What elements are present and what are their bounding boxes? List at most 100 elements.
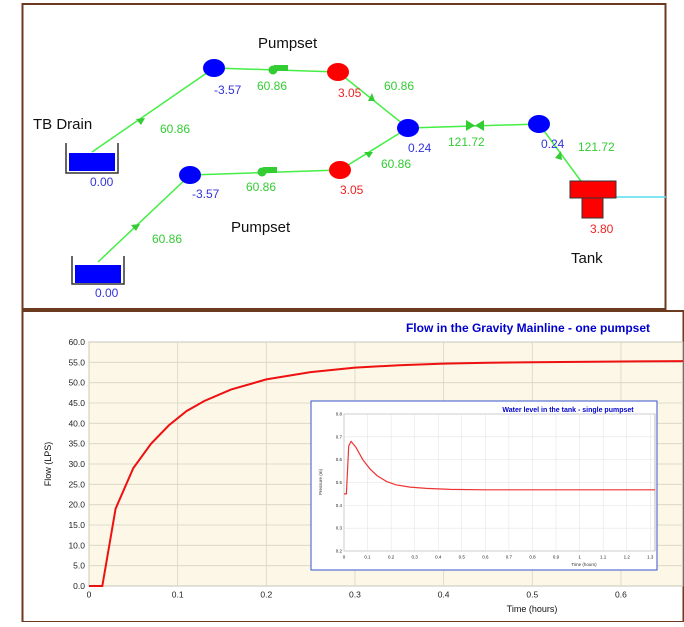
- reservoir-bottom-value: 0.00: [95, 286, 119, 300]
- x-tick-label: 0.3: [349, 590, 361, 600]
- y-tick-label: 40.0: [68, 418, 85, 428]
- node-bottom-red-value: 3.05: [340, 183, 364, 197]
- y-tick-label: 0.7: [336, 434, 343, 439]
- flow-top-pipe-out: 60.86: [384, 79, 414, 93]
- tb-drain-label: TB Drain: [33, 116, 92, 133]
- pumpset-label-bottom: Pumpset: [231, 219, 291, 236]
- arrow-tank-in-icon: [555, 151, 562, 160]
- main-chart-y-ticks: 0.0 5.0 10.0 15.0 20.0 25.0 30.0 35.0 40.0 45.0 50…: [68, 337, 85, 591]
- node-bottom-red[interactable]: [329, 161, 351, 179]
- x-tick-label: 0.2: [260, 590, 272, 600]
- flow-top-pump: 60.86: [257, 79, 287, 93]
- inset-chart-title: Water level in the tank - single pumpset: [502, 407, 634, 414]
- pump-bottom-icon[interactable]: [257, 167, 278, 177]
- node-bottom-left-value: -3.57: [192, 187, 220, 201]
- x-tick-label: 1: [578, 555, 581, 560]
- y-tick-label: 0.5: [336, 480, 343, 485]
- tank-label: Tank: [571, 250, 603, 267]
- x-tick-label: 0.2: [388, 555, 395, 560]
- inset-chart-grid: [343, 413, 655, 552]
- reservoir-bottom[interactable]: [71, 256, 125, 285]
- x-tick-label: 0.6: [482, 555, 489, 560]
- main-chart-title: Flow in the Gravity Mainline - one pumps…: [406, 321, 650, 335]
- main-chart-flow-series: [89, 360, 684, 587]
- pipe-bottom-out[interactable]: [339, 127, 409, 171]
- y-tick-label: 30.0: [68, 459, 85, 469]
- y-tick-label: 25.0: [68, 479, 85, 489]
- arrow-bottom-out-icon: [364, 152, 373, 158]
- flow-bottom-pump: 60.86: [246, 180, 276, 194]
- node-top-left-value: -3.57: [214, 83, 242, 97]
- x-tick-label: 0.6: [615, 590, 627, 600]
- x-tick-label: 0.7: [506, 555, 513, 560]
- valve-icon[interactable]: [466, 120, 484, 131]
- flow-bottom-pipe-in: 60.86: [152, 232, 182, 246]
- y-tick-label: 20.0: [68, 500, 85, 510]
- x-tick-label: 1.1: [600, 555, 607, 560]
- x-tick-label: 1.3: [647, 555, 654, 560]
- pump-top-icon[interactable]: [268, 65, 289, 75]
- pipe-tank-in[interactable]: [538, 123, 587, 189]
- tank-icon[interactable]: [569, 180, 617, 219]
- y-tick-label: 0.3: [336, 526, 343, 531]
- node-bottom-left[interactable]: [179, 166, 201, 184]
- flow-top-pipe-in: 60.86: [160, 122, 190, 136]
- network-frame: [21, 3, 667, 310]
- inset-chart-y-label: Pressure (m): [318, 469, 323, 496]
- node-right-value: 0.24: [541, 137, 565, 151]
- flow-bottom-pipe-out: 60.86: [381, 157, 411, 171]
- y-tick-label: 35.0: [68, 439, 85, 449]
- x-tick-label: 0.1: [172, 590, 184, 600]
- network-diagram: Pumpset Pumpset TB Drain Tank 0.00 0.00 …: [21, 3, 667, 310]
- node-right[interactable]: [528, 115, 550, 133]
- node-top-red-value: 3.05: [338, 86, 362, 100]
- y-tick-label: 5.0: [73, 561, 85, 571]
- y-tick-label: 15.0: [68, 520, 85, 530]
- y-tick-label: 60.0: [68, 337, 85, 347]
- inset-chart-panel: Water level in the tank - single pumpset…: [310, 400, 658, 571]
- inset-chart-level-series: [344, 440, 655, 495]
- x-tick-label: 0.4: [438, 590, 450, 600]
- x-tick-label: 0: [343, 555, 346, 560]
- x-tick-label: 0.3: [412, 555, 419, 560]
- pumpset-label-top: Pumpset: [258, 35, 318, 52]
- x-tick-label: 0.5: [526, 590, 538, 600]
- inset-chart-x-ticks: 0 0.1 0.2 0.3 0.4 0.5 0.6 0.7 0.8 0.9 1 1.1 1.2 1.3: [343, 555, 654, 560]
- flow-valve: 121.72: [448, 135, 485, 149]
- y-tick-label: 55.0: [68, 357, 85, 367]
- reservoir-top-value: 0.00: [90, 175, 114, 189]
- main-chart-y-label: Flow (LPS): [43, 442, 53, 487]
- y-tick-label: 0.4: [336, 503, 343, 508]
- arrow-bottom-in-icon: [131, 224, 140, 231]
- y-tick-label: 0.8: [336, 412, 343, 417]
- y-tick-label: 0.0: [73, 581, 85, 591]
- x-tick-label: 0: [87, 590, 92, 600]
- y-tick-label: 50.0: [68, 378, 85, 388]
- x-tick-label: 0.4: [435, 555, 442, 560]
- y-tick-label: 10.0: [68, 540, 85, 550]
- node-top-red[interactable]: [327, 63, 349, 81]
- flow-tank-in: 121.72: [578, 140, 615, 154]
- arrow-top-out-icon: [368, 93, 375, 101]
- y-tick-label: 0.2: [336, 549, 343, 554]
- y-tick-label: 45.0: [68, 398, 85, 408]
- x-tick-label: 1.2: [624, 555, 631, 560]
- pipe-bottom-in[interactable]: [97, 174, 191, 263]
- node-junction[interactable]: [397, 119, 419, 137]
- node-top-left[interactable]: [203, 59, 225, 77]
- inset-chart-y-ticks: 0.2 0.3 0.4 0.5 0.6 0.7 0.8: [336, 412, 343, 554]
- arrow-top-in-icon: [136, 118, 145, 125]
- y-tick-label: 0.6: [336, 457, 343, 462]
- inset-chart-x-label: Time (hours): [571, 562, 597, 567]
- pipe-top-in[interactable]: [91, 67, 215, 153]
- reservoir-top[interactable]: [65, 143, 119, 174]
- x-tick-label: 0.9: [553, 555, 560, 560]
- main-chart-x-ticks: 0 0.1 0.2 0.3 0.4 0.5 0.6: [87, 590, 627, 600]
- x-tick-label: 0.8: [529, 555, 536, 560]
- tank-value: 3.80: [590, 222, 614, 236]
- junction-value: 0.24: [408, 141, 432, 155]
- x-tick-label: 0.1: [364, 555, 371, 560]
- flow-arrows: [131, 93, 562, 231]
- x-tick-label: 0.5: [459, 555, 466, 560]
- main-chart-x-label: Time (hours): [507, 604, 558, 614]
